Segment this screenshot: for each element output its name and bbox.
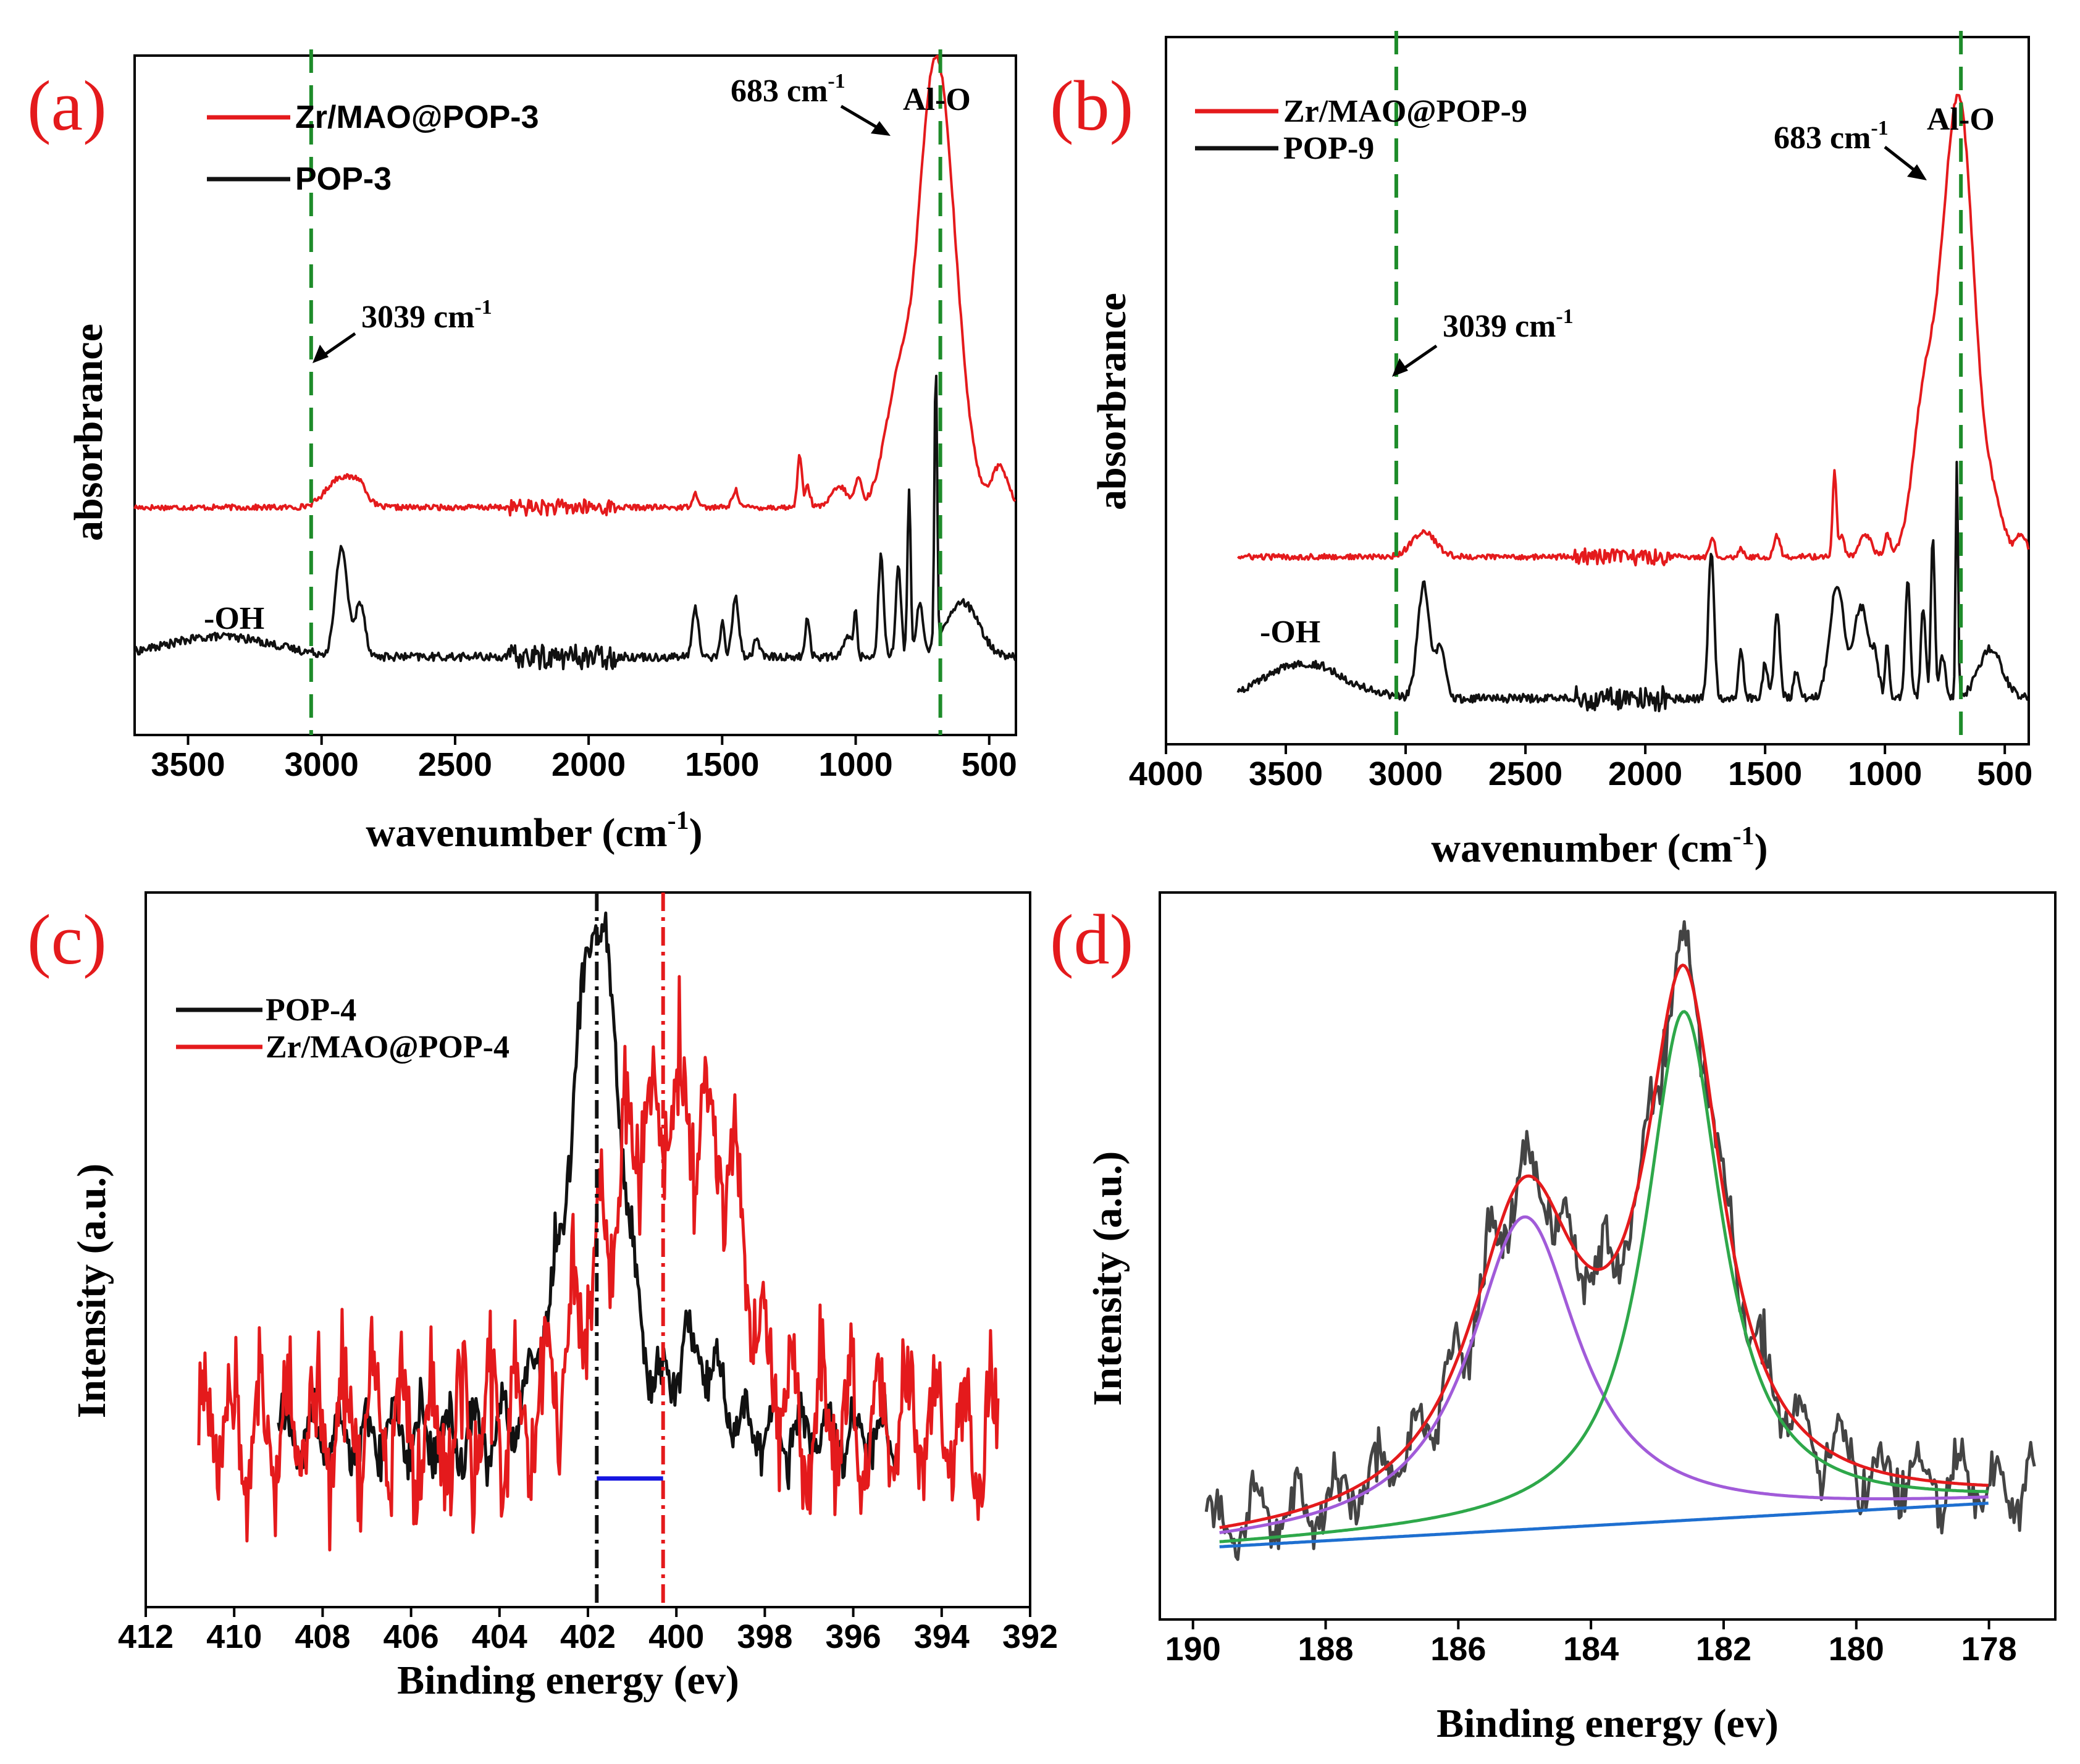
annotation-b-3039: 3039 cm-1 [1443, 305, 1574, 344]
x-tick-label-b-1000: 1000 [1848, 755, 1922, 792]
x-tick-label-b-3000: 3000 [1369, 755, 1443, 792]
annotation-b-oh: -OH [1260, 615, 1320, 650]
x-tick-label-c-398: 398 [737, 1618, 792, 1655]
x-tick-label-b-2500: 2500 [1488, 755, 1562, 792]
series-c-0 [277, 911, 899, 1490]
series-d-raw [1204, 920, 2036, 1561]
x-tick-label-b-1500: 1500 [1728, 755, 1802, 792]
x-tick-label-a-2500: 2500 [418, 746, 492, 783]
panel-a: (a) 3500 3000 2500 2000 1500 1000 500 wavenumb… [27, 49, 1017, 855]
x-tick-label-a-3000: 3000 [285, 746, 359, 783]
x-tick-label-a-1500: 1500 [685, 746, 759, 783]
series-b-1 [1236, 461, 2029, 713]
x-tick-label-d-180: 180 [1829, 1631, 1884, 1668]
x-tick-label-b-500: 500 [1977, 755, 2032, 792]
x-tick-label-d-178: 178 [1961, 1631, 2017, 1668]
plot-frame-a [133, 54, 1017, 736]
x-tick-label-c-408: 408 [295, 1618, 350, 1655]
plot-b: 4000 3500 3000 2500 2000 1500 1000 500 [1129, 31, 2032, 792]
panel-a-xlabel: wavenumber (cm-1) [366, 807, 702, 855]
plot-frame-b [1165, 36, 2030, 746]
x-tick-label-a-2000: 2000 [551, 746, 626, 783]
legend-c-item-2: Zr/MAO@POP-4 [266, 1030, 510, 1065]
x-tick-label-d-190: 190 [1165, 1631, 1221, 1668]
arrow-a-683 [840, 104, 891, 136]
x-tick-label-d-186: 186 [1430, 1631, 1486, 1668]
legend-a-item-1: Zr/MAO@POP-3 [295, 99, 539, 135]
panel-c-ylabel: Intensity (a.u.) [69, 1164, 114, 1419]
panel-a-label: (a) [27, 67, 107, 146]
x-tick-label-c-396: 396 [826, 1618, 881, 1655]
x-tick-label-a-3500: 3500 [151, 746, 225, 783]
panel-c-xlabel: Binding energy (ev) [397, 1658, 739, 1703]
panel-d-label: (d) [1050, 901, 1133, 980]
x-tick-label-b-2000: 2000 [1608, 755, 1682, 792]
x-tick-label-a-1000: 1000 [818, 746, 892, 783]
series-a-1 [133, 374, 1017, 671]
series-b-0 [1237, 93, 2030, 567]
panel-b: (b) 4000 3500 3000 2500 2000 1500 1000 500 wave… [1050, 31, 2032, 871]
panel-b-label: (b) [1050, 67, 1133, 146]
x-tick-label-c-400: 400 [648, 1618, 704, 1655]
annotation-a-alo: Al-O [903, 82, 971, 117]
x-tick-label-c-404: 404 [472, 1618, 527, 1655]
panel-c-label: (c) [27, 901, 107, 980]
x-tick-label-c-406: 406 [384, 1618, 439, 1655]
legend-b-item-1: Zr/MAO@POP-9 [1283, 94, 1527, 129]
annotation-a-683: 683 cm-1 [731, 70, 845, 109]
x-tick-label-c-410: 410 [206, 1618, 262, 1655]
arrow-a-3039 [312, 332, 356, 363]
x-tick-label-c-402: 402 [560, 1618, 616, 1655]
panel-a-ylabel: absorbrance [66, 324, 111, 541]
series-d-component-2 [1219, 1010, 1989, 1544]
legend-b-item-2: POP-9 [1283, 131, 1374, 166]
panel-c: (c) 412 410 408 406 404 402 400 398 396 394 392 Bi… [27, 891, 1058, 1703]
panel-d: (d) 190 188 186 184 182 180 178 Binding energy… [1050, 891, 2057, 1746]
x-tick-label-a-500: 500 [962, 746, 1017, 783]
series-a-0 [133, 54, 1017, 517]
panel-d-ylabel: Intensity (a.u.) [1085, 1151, 1130, 1406]
annotation-b-alo: Al-O [1927, 102, 1995, 137]
x-tick-label-d-188: 188 [1298, 1631, 1353, 1668]
annotation-a-oh: -OH [204, 601, 264, 636]
plot-frame-d [1159, 891, 2057, 1621]
annotation-b-683: 683 cm-1 [1774, 117, 1889, 156]
x-tick-label-c-394: 394 [914, 1618, 970, 1655]
plot-a: 3500 3000 2500 2000 1500 1000 500 [133, 49, 1017, 783]
plot-c: 412 410 408 406 404 402 400 398 396 394 392 [118, 891, 1058, 1655]
series-d-background [1219, 1502, 1989, 1548]
legend-a-item-2: POP-3 [295, 161, 392, 197]
x-tick-label-b-4000: 4000 [1129, 755, 1203, 792]
series-d-envelope [1219, 964, 1989, 1529]
x-tick-label-d-184: 184 [1563, 1631, 1619, 1668]
annotation-a-3039: 3039 cm-1 [361, 296, 492, 335]
series-d-component-1 [1219, 1215, 1989, 1534]
panel-b-ylabel: absorbrance [1089, 293, 1134, 510]
panel-b-xlabel: wavenumber (cm-1) [1431, 822, 1768, 871]
x-tick-label-b-3500: 3500 [1249, 755, 1323, 792]
plot-d: 190 188 186 184 182 180 178 [1159, 891, 2057, 1668]
arrow-b-3039 [1392, 344, 1438, 377]
x-tick-label-c-412: 412 [118, 1618, 174, 1655]
x-tick-label-c-392: 392 [1002, 1618, 1058, 1655]
panel-d-xlabel: Binding energy (ev) [1436, 1701, 1779, 1746]
arrow-b-683 [1884, 146, 1927, 180]
legend-c-item-1: POP-4 [266, 993, 356, 1028]
x-tick-label-d-182: 182 [1696, 1631, 1751, 1668]
